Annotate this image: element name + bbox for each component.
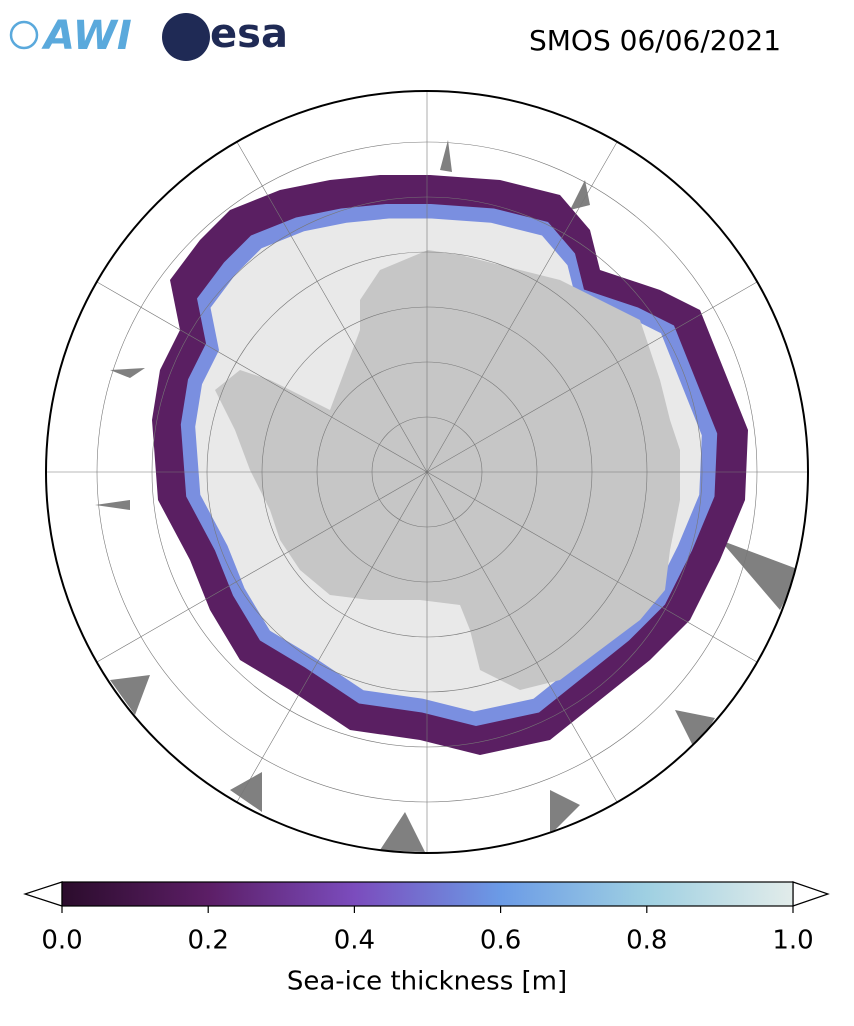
colorbar-label: Sea-ice thickness [m] [287,967,567,997]
colorbar [23,881,830,907]
map-frame [45,90,809,854]
colorbar-extend-low [23,881,63,907]
colorbar-tick-label: 1.0 [772,926,813,956]
colorbar-tick-label: 0.8 [626,926,667,956]
colorbar-tick-label: 0.2 [188,926,229,956]
antarctica [215,250,680,690]
colorbar-tick-label: 0.6 [480,926,521,956]
logo-esa-text: esa [210,11,288,57]
logo-awi-text: AWI [41,13,132,59]
logo-esa: esa [162,11,288,61]
colorbar-gradient [61,881,794,907]
graticule [46,91,808,853]
colorbar-tick-label: 0.0 [41,926,82,956]
logo-awi: AWI [9,13,132,59]
colorbar-tick-label: 0.4 [334,926,375,956]
map-title: SMOS 06/06/2021 [529,24,781,57]
colorbar-extend-high [792,881,830,907]
map [46,91,808,853]
